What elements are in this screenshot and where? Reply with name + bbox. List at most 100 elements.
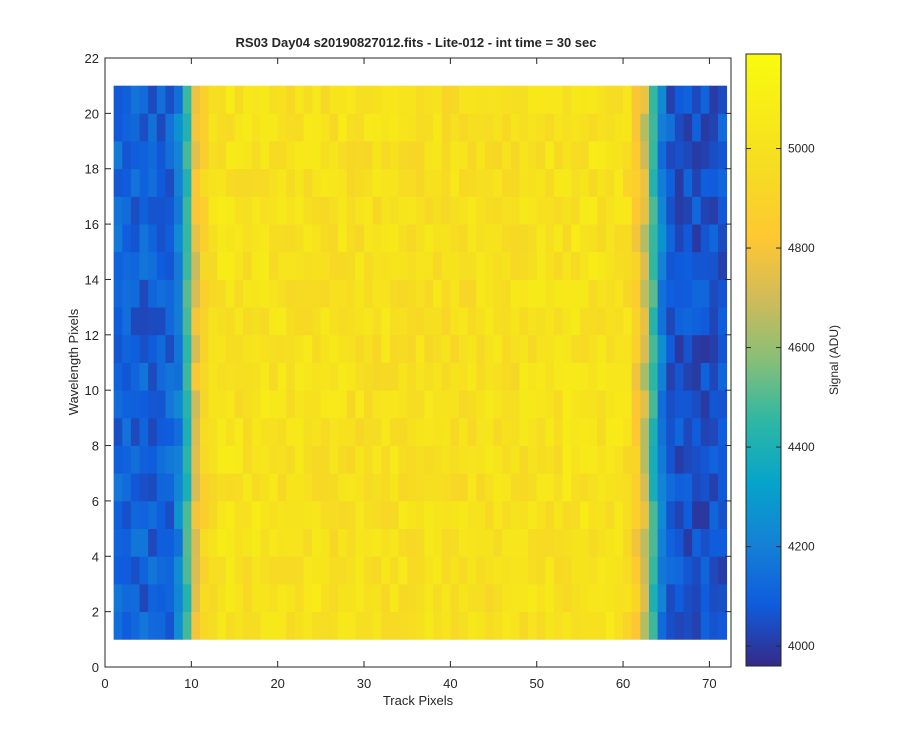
heatmap-cell	[553, 417, 564, 446]
heatmap-cell	[217, 473, 227, 502]
heatmap-cell	[476, 113, 486, 142]
heatmap-cell	[631, 528, 641, 557]
heatmap-cell	[199, 390, 210, 419]
heatmap-cell	[225, 113, 235, 142]
heatmap-cell	[562, 528, 572, 557]
heatmap-cell	[286, 307, 296, 336]
heatmap-cell	[571, 390, 581, 419]
heatmap-cell	[260, 390, 270, 419]
heatmap-cell	[381, 417, 391, 446]
heatmap-cell	[269, 168, 279, 197]
heatmap-cell	[130, 279, 140, 308]
heatmap-cell	[122, 528, 132, 557]
heatmap-cell	[588, 473, 598, 502]
heatmap-cell	[623, 583, 633, 613]
heatmap-cell	[381, 528, 391, 557]
heatmap-cell	[640, 141, 650, 170]
heatmap-cell	[217, 168, 227, 197]
heatmap-cell	[536, 362, 546, 391]
heatmap-cell	[364, 196, 374, 225]
heatmap-cell	[640, 611, 650, 640]
heatmap-cell	[553, 251, 564, 280]
heatmap-cell	[191, 500, 201, 529]
heatmap-cell	[251, 583, 261, 613]
heatmap-cell	[484, 196, 494, 225]
heatmap-cell	[459, 196, 469, 225]
heatmap-cell	[571, 473, 581, 502]
heatmap-cell	[510, 224, 520, 253]
heatmap-cell	[562, 417, 572, 446]
heatmap-cell	[113, 334, 123, 363]
heatmap-cell	[381, 390, 391, 419]
heatmap-cell	[398, 279, 408, 308]
heatmap-cell	[346, 556, 356, 585]
heatmap-cell	[683, 251, 693, 280]
heatmap-cell	[191, 141, 201, 170]
heatmap-cell	[208, 417, 218, 446]
heatmap-cell	[666, 417, 676, 446]
heatmap-cell	[718, 583, 728, 613]
heatmap-cell	[303, 445, 313, 474]
heatmap-cell	[294, 251, 304, 280]
heatmap-cell	[571, 362, 581, 391]
heatmap-cell	[286, 168, 296, 197]
heatmap-cell	[260, 307, 270, 336]
heatmap-cell	[243, 279, 253, 308]
heatmap-cell	[139, 500, 149, 529]
heatmap-cell	[700, 141, 710, 170]
heatmap-cell	[148, 196, 158, 225]
y-tick-label: 6	[92, 494, 99, 509]
heatmap-cell	[510, 583, 520, 613]
heatmap-cell	[562, 445, 572, 474]
heatmap-cell	[631, 85, 641, 114]
heatmap-cell	[389, 417, 399, 446]
heatmap-cell	[407, 528, 417, 557]
heatmap-cell	[346, 528, 356, 557]
heatmap-cell	[528, 113, 538, 142]
heatmap-cell	[381, 85, 391, 114]
heatmap-cell	[338, 168, 348, 197]
heatmap-cell	[700, 500, 710, 529]
heatmap-cell	[320, 196, 330, 225]
heatmap-cell	[631, 390, 641, 419]
heatmap-cell	[683, 445, 693, 474]
heatmap-cell	[415, 390, 425, 419]
heatmap-cell	[709, 583, 719, 613]
heatmap-cell	[519, 611, 529, 640]
heatmap-cell	[217, 500, 227, 529]
heatmap-cell	[364, 113, 374, 142]
heatmap-cell	[294, 279, 304, 308]
heatmap-cell	[459, 141, 469, 170]
heatmap-cell	[148, 500, 158, 529]
heatmap-cell	[415, 417, 425, 446]
heatmap-cell	[666, 500, 676, 529]
heatmap-cell	[269, 113, 279, 142]
heatmap-cell	[433, 445, 443, 474]
heatmap-cell	[692, 611, 702, 640]
heatmap-cell	[536, 583, 546, 613]
heatmap-cell	[433, 362, 443, 391]
heatmap-cell	[648, 334, 658, 363]
heatmap-cell	[389, 168, 399, 197]
y-axis-label: Wavelength Pixels	[66, 308, 81, 415]
heatmap-cell	[122, 113, 132, 142]
heatmap-cell	[441, 556, 451, 585]
heatmap-cell	[389, 196, 399, 225]
heatmap-cell	[571, 251, 581, 280]
heatmap-cell	[122, 611, 132, 640]
heatmap-cell	[467, 583, 477, 613]
heatmap-cell	[389, 362, 399, 391]
heatmap-cell	[450, 611, 460, 640]
heatmap-cell	[139, 141, 149, 170]
heatmap-cell	[450, 500, 460, 529]
heatmap-cell	[165, 445, 175, 474]
y-tick-label: 22	[85, 51, 99, 66]
heatmap-cell	[182, 279, 192, 308]
heatmap-cell	[286, 141, 296, 170]
heatmap-cell	[415, 500, 425, 529]
heatmap-cell	[545, 390, 555, 419]
heatmap-cell	[450, 307, 460, 336]
heatmap-cell	[588, 362, 598, 391]
heatmap-cell	[623, 445, 633, 474]
heatmap-cell	[191, 307, 201, 336]
